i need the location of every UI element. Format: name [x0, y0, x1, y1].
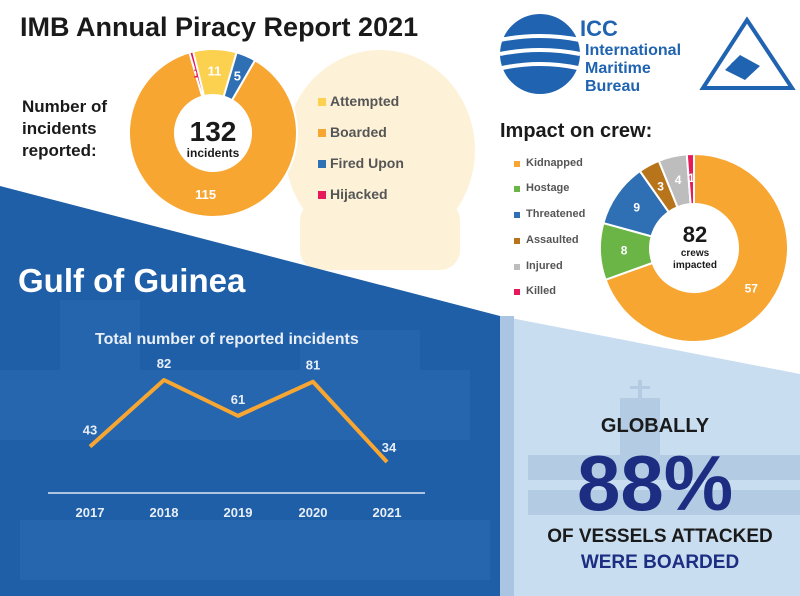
donut-value-label: 1 [193, 65, 200, 80]
legend-swatch [514, 264, 520, 270]
globally-heading: GLOBALLY [600, 415, 710, 437]
crew-donut-chart: 57 8 9 3 4 1 [599, 152, 789, 343]
line-value-label: 82 [157, 356, 171, 371]
globally-line-2: OF VESSELS ATTACKED [547, 526, 773, 547]
incidents-chart-label: Number of incidents reported: [22, 97, 107, 160]
donut-hole [176, 96, 250, 170]
x-tick-label: 2021 [373, 505, 402, 520]
line-value-label: 34 [382, 440, 397, 455]
logo-line-3: Bureau [585, 78, 641, 95]
crew-center-label: crews impacted [673, 248, 717, 271]
region-heading: Gulf of Guinea [18, 262, 246, 299]
crew-chart-title: Impact on crew: [500, 120, 653, 142]
donut-slice-kidnapped [604, 152, 789, 343]
donut-slice-fired-upon [222, 51, 257, 102]
page-title: IMB Annual Piracy Report 2021 [20, 12, 419, 42]
donut-value-label: 8 [621, 244, 628, 258]
donut-value-label: 57 [745, 281, 759, 295]
legend-swatch [514, 212, 520, 218]
icc-globe-icon [499, 14, 581, 94]
globally-line-3: WERE BOARDED [580, 552, 740, 573]
ship-silhouette [0, 300, 490, 580]
legend-swatch [318, 191, 326, 199]
legend-label: Kidnapped [526, 157, 583, 169]
x-tick-label: 2018 [150, 505, 179, 520]
donut-value-label: 3 [657, 180, 664, 194]
line-value-label: 81 [306, 358, 320, 373]
legend-swatch [514, 238, 520, 244]
donut-value-label: 115 [195, 187, 216, 202]
legend-swatch [514, 161, 520, 167]
legend-label: Attempted [330, 93, 400, 109]
imb-triangle-icon [699, 16, 796, 90]
globally-percent: 88% [576, 439, 734, 527]
legend-swatch [318, 129, 326, 137]
light-panel-stripe [500, 316, 514, 596]
logo-line-2: Maritime [585, 60, 651, 77]
x-tick-label: 2019 [224, 505, 253, 520]
legend-label: Fired Upon [330, 155, 404, 171]
donut-slice-boarded [128, 51, 298, 218]
donut-value-label: 5 [234, 68, 241, 83]
legend-label: Killed [526, 285, 556, 297]
legend-swatch [514, 289, 520, 295]
skull-watermark [285, 50, 475, 270]
legend-swatch [318, 160, 326, 168]
logo-line-1: International [585, 42, 682, 59]
legend-label: Boarded [330, 124, 387, 140]
donut-value-label: 9 [633, 201, 640, 215]
donut-hole [651, 205, 737, 291]
legend-swatch [318, 98, 326, 106]
legend-label: Hostage [526, 182, 570, 194]
incidents-center-label: incidents [186, 146, 240, 160]
line-value-label: 43 [83, 423, 97, 438]
donut-value-label: 1 [688, 171, 695, 185]
building-silhouette [528, 380, 800, 515]
legend-label: Assaulted [526, 234, 579, 246]
line-chart-title: Total number of reported incidents [95, 331, 359, 348]
donut-slice-killed [685, 152, 695, 206]
donut-value-label: 4 [675, 173, 682, 187]
line-value-label: 61 [231, 392, 245, 407]
legend-label: Injured [526, 260, 563, 272]
legend-label: Threatened [526, 208, 586, 220]
legend-label: Hijacked [330, 186, 388, 202]
legend-swatch [514, 186, 520, 192]
incidents-line-chart: 43 2017 82 2018 61 2019 81 2020 34 2021 [48, 356, 425, 520]
logo-icc-text: ICC [580, 16, 618, 41]
crew-center-value: 82 [682, 222, 708, 247]
x-tick-label: 2020 [299, 505, 328, 520]
line-series [88, 378, 389, 464]
incidents-center-value: 132 [189, 116, 237, 147]
donut-value-label: 11 [208, 63, 222, 78]
x-tick-label: 2017 [76, 505, 105, 520]
